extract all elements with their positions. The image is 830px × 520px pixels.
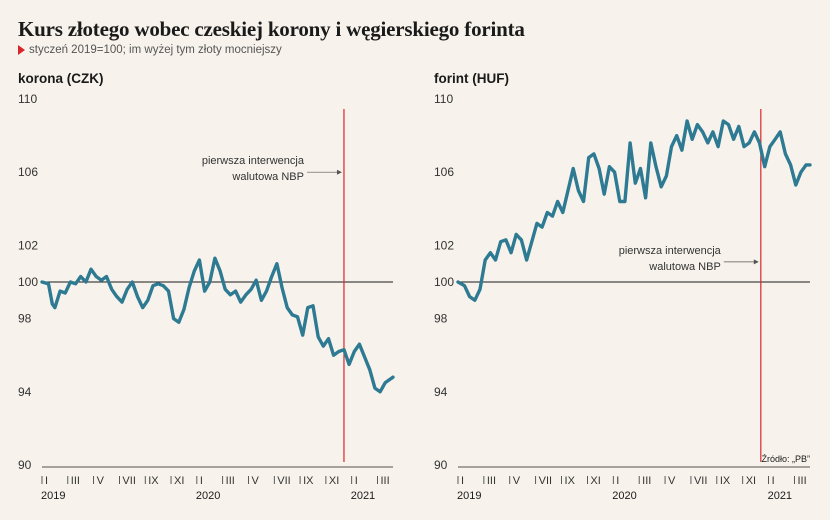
- czk-y-tick-label: 100: [18, 275, 38, 289]
- huf-y-tick-label: 90: [434, 458, 448, 472]
- huf-y-tick-label: 94: [434, 385, 448, 399]
- czk-month-label: V: [251, 475, 259, 487]
- huf-month-label: I: [772, 475, 775, 487]
- chart-title: Kurs złotego wobec czeskiej korony i węg…: [18, 17, 525, 41]
- czk-month-label: XI: [329, 475, 339, 487]
- huf-month-label: V: [513, 475, 521, 487]
- huf-y-tick-label: 98: [434, 312, 448, 326]
- huf-annotation-arrow-head-icon: [753, 259, 759, 265]
- huf-year-label: 2019: [457, 490, 481, 502]
- czk-month-label: IX: [303, 475, 314, 487]
- huf-annotation-line1: pierwsza interwencja: [619, 245, 722, 257]
- huf-year-label: 2021: [768, 490, 792, 502]
- czk-y-tick-label: 90: [18, 458, 32, 472]
- huf-year-label: 2020: [612, 490, 636, 502]
- huf-month-label: I: [616, 475, 619, 487]
- czk-annotation-line1: pierwsza interwencja: [202, 155, 305, 167]
- czk-month-label: III: [71, 475, 80, 487]
- huf-y-tick-label: 110: [434, 92, 453, 106]
- czk-month-label: XI: [174, 475, 184, 487]
- source-label: Źródło: „PB”: [761, 454, 810, 464]
- czk-month-label: I: [355, 475, 358, 487]
- czk-month-label: V: [97, 475, 105, 487]
- huf-month-label: V: [668, 475, 676, 487]
- czk-year-label: 2019: [41, 490, 65, 502]
- czk-month-label: I: [200, 475, 203, 487]
- czk-year-label: 2021: [351, 490, 375, 502]
- huf-month-label: III: [487, 475, 496, 487]
- czk-y-tick-label: 110: [18, 92, 37, 106]
- czk-month-label: VII: [122, 475, 135, 487]
- czk-y-tick-label: 102: [18, 238, 38, 252]
- chart-subtitle: styczeń 2019=100; im wyżej tym złoty moc…: [29, 44, 282, 56]
- triangle-marker-icon: [18, 45, 25, 55]
- huf-month-label: IX: [720, 475, 731, 487]
- subtitle-row: styczeń 2019=100; im wyżej tym złoty moc…: [18, 44, 282, 56]
- czk-y-tick-label: 98: [18, 312, 32, 326]
- huf-month-label: IX: [565, 475, 576, 487]
- huf-month-label: XI: [590, 475, 600, 487]
- czk-month-label: IX: [148, 475, 159, 487]
- huf-month-label: VII: [539, 475, 552, 487]
- huf-panel-title: forint (HUF): [434, 71, 509, 86]
- czk-year-label: 2020: [196, 490, 220, 502]
- czk-y-tick-label: 106: [18, 165, 38, 179]
- czk-month-label: VII: [277, 475, 290, 487]
- huf-month-label: I: [461, 475, 464, 487]
- huf-month-label: III: [797, 475, 806, 487]
- czk-month-label: I: [45, 475, 48, 487]
- huf-month-label: VII: [694, 475, 707, 487]
- czk-panel-title: korona (CZK): [18, 71, 104, 86]
- huf-month-label: III: [642, 475, 651, 487]
- huf-series-line: [456, 119, 812, 302]
- huf-y-tick-label: 102: [434, 238, 454, 252]
- huf-annotation-line2: walutowa NBP: [648, 261, 721, 273]
- czk-month-label: III: [226, 475, 235, 487]
- czk-y-tick-label: 94: [18, 385, 32, 399]
- czk-annotation-arrow-head-icon: [336, 169, 342, 175]
- huf-month-label: XI: [746, 475, 756, 487]
- czk-month-label: III: [381, 475, 390, 487]
- huf-y-tick-label: 106: [434, 165, 454, 179]
- czk-series-line: [40, 256, 395, 394]
- czk-annotation-line2: walutowa NBP: [231, 171, 304, 183]
- huf-y-tick-label: 100: [434, 275, 454, 289]
